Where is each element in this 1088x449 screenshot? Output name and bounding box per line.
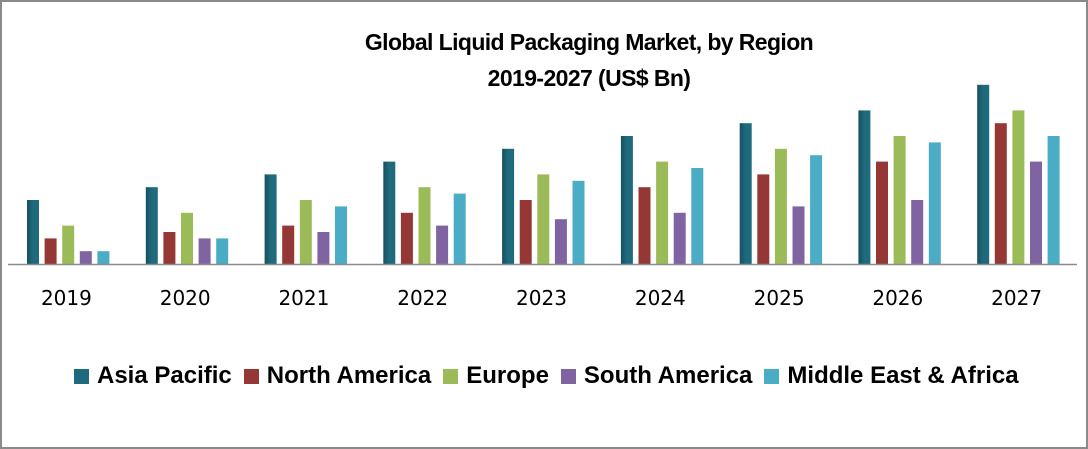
x-tick-label: 2022 bbox=[397, 286, 448, 310]
bar-middle-east-africa-2026 bbox=[928, 142, 941, 264]
bar-middle-east-africa-2021 bbox=[335, 206, 347, 264]
legend-item: North America bbox=[243, 362, 432, 390]
bar-asia-pacific-2022 bbox=[383, 161, 396, 264]
bar-europe-2021 bbox=[299, 200, 312, 264]
bar-north-america-2023 bbox=[519, 200, 532, 264]
legend-item: South America bbox=[560, 362, 753, 390]
bar-asia-pacific-2019 bbox=[27, 200, 39, 264]
bar-group-2027 bbox=[977, 84, 1060, 265]
legend-swatch bbox=[560, 368, 576, 384]
x-tick-label: 2027 bbox=[991, 286, 1042, 310]
bar-north-america-2024 bbox=[638, 187, 651, 264]
bar-middle-east-africa-2022 bbox=[453, 193, 466, 264]
bar-group-2026 bbox=[858, 110, 941, 265]
bar-group-2020 bbox=[145, 187, 229, 264]
x-tick-label: 2021 bbox=[278, 286, 329, 310]
bar-north-america-2020 bbox=[163, 232, 176, 264]
legend-swatch bbox=[764, 368, 780, 384]
bar-group-2023 bbox=[502, 148, 585, 264]
bar-europe-2019 bbox=[62, 225, 75, 264]
legend-item: Europe bbox=[443, 362, 549, 390]
bar-south-america-2019 bbox=[79, 251, 92, 264]
bar-asia-pacific-2027 bbox=[977, 84, 990, 264]
x-tick-label: 2025 bbox=[754, 286, 805, 310]
bar-europe-2024 bbox=[656, 161, 669, 264]
bar-middle-east-africa-2023 bbox=[572, 180, 585, 264]
x-tick-label: 2026 bbox=[872, 286, 923, 310]
legend-swatch bbox=[443, 368, 459, 384]
bar-south-america-2020 bbox=[198, 238, 211, 264]
bar-north-america-2019 bbox=[44, 238, 57, 264]
bar-europe-2020 bbox=[181, 212, 193, 264]
legend-label: Europe bbox=[466, 362, 549, 389]
bar-south-america-2023 bbox=[554, 219, 567, 264]
chart-title: Global Liquid Packaging Market, by Regio… bbox=[364, 29, 814, 55]
bar-europe-2027 bbox=[1012, 110, 1025, 265]
bar-europe-2026 bbox=[893, 136, 906, 264]
bar-north-america-2025 bbox=[757, 174, 770, 264]
legend-item: Middle East & Africa bbox=[764, 362, 1019, 390]
x-tick-label: 2020 bbox=[160, 286, 211, 310]
bar-group-2021 bbox=[264, 174, 347, 264]
bar-asia-pacific-2020 bbox=[145, 187, 158, 264]
bar-group-2019 bbox=[27, 200, 110, 264]
bar-group-2025 bbox=[739, 123, 823, 264]
bar-south-america-2021 bbox=[317, 232, 330, 264]
bar-south-america-2026 bbox=[911, 200, 924, 264]
legend-label: North America bbox=[266, 362, 432, 389]
x-tick-label: 2019 bbox=[41, 286, 92, 310]
bar-group-2024 bbox=[620, 136, 704, 264]
bar-north-america-2026 bbox=[876, 161, 888, 264]
legend-item: Asia Pacific bbox=[74, 362, 232, 390]
bar-middle-east-africa-2024 bbox=[691, 168, 704, 264]
chart-subtitle: 2019-2027 (US$ Bn) bbox=[487, 65, 691, 91]
chart-title-block: Global Liquid Packaging Market, by Regio… bbox=[2, 24, 1086, 96]
bar-europe-2025 bbox=[774, 148, 787, 264]
chart-legend: Asia Pacific North America Europe South Ame… bbox=[74, 362, 1031, 390]
bar-middle-east-africa-2025 bbox=[810, 155, 823, 264]
bar-north-america-2027 bbox=[994, 123, 1007, 264]
bar-europe-2023 bbox=[537, 174, 550, 264]
x-tick-label: 2024 bbox=[635, 286, 686, 310]
bar-middle-east-africa-2020 bbox=[216, 238, 229, 264]
bar-asia-pacific-2021 bbox=[264, 174, 277, 264]
bar-asia-pacific-2023 bbox=[502, 148, 515, 264]
bar-south-america-2022 bbox=[436, 225, 449, 264]
bar-asia-pacific-2026 bbox=[858, 110, 871, 265]
legend-swatch bbox=[243, 368, 259, 384]
bar-middle-east-africa-2027 bbox=[1047, 136, 1060, 264]
bar-north-america-2022 bbox=[400, 212, 413, 264]
bar-south-america-2025 bbox=[792, 206, 805, 264]
bar-north-america-2021 bbox=[282, 225, 295, 264]
x-tick-label: 2023 bbox=[516, 286, 567, 310]
legend-swatch bbox=[74, 368, 89, 384]
legend-label: Middle East & Africa bbox=[787, 362, 1019, 389]
bar-south-america-2027 bbox=[1030, 161, 1042, 264]
legend-label: Asia Pacific bbox=[97, 362, 232, 389]
bar-middle-east-africa-2019 bbox=[97, 251, 110, 264]
bar-south-america-2024 bbox=[673, 212, 686, 264]
bar-group-2022 bbox=[383, 161, 466, 264]
bar-europe-2022 bbox=[418, 187, 431, 264]
legend-label: South America bbox=[583, 362, 753, 389]
bar-asia-pacific-2025 bbox=[739, 123, 752, 264]
bar-asia-pacific-2024 bbox=[620, 136, 633, 264]
